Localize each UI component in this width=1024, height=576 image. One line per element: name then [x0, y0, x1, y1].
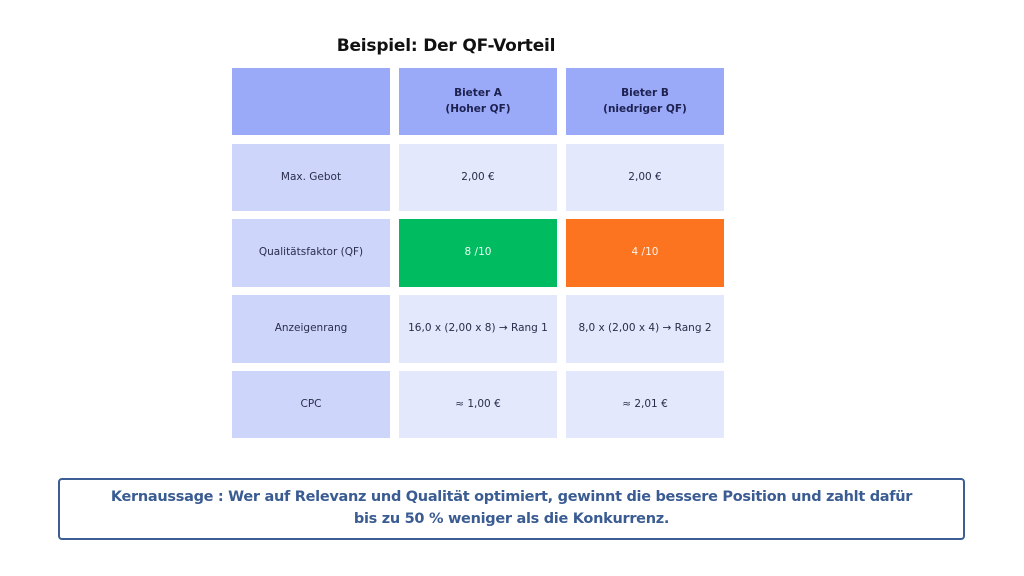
cell-max-bid-b: 2,00 €: [566, 144, 724, 211]
cell-max-bid-a: 2,00 €: [399, 144, 557, 211]
key-takeaway-line-2: bis zu 50 % weniger als die Konkurrenz.: [353, 511, 670, 527]
cell-quality-score-b: 4 /10: [566, 219, 724, 287]
header-bidder-a-sub: (Hoher QF): [445, 102, 511, 115]
cell-quality-score-a: 8 /10: [399, 219, 557, 287]
header-bidder-b-sub: (niedriger QF): [603, 102, 687, 115]
header-empty-cell: [232, 68, 390, 135]
key-takeaway-line-1: Kernaussage : Wer auf Relevanz und Quali…: [110, 489, 913, 506]
header-bidder-a: Bieter A (Hoher QF): [399, 68, 557, 135]
row-label-cpc: CPC: [232, 371, 390, 438]
header-bidder-a-name: Bieter A: [454, 87, 502, 100]
row-label-ad-rank: Anzeigenrang: [232, 295, 390, 363]
header-bidder-b-name: Bieter B: [621, 87, 669, 100]
row-label-max-bid: Max. Gebot: [232, 144, 390, 211]
key-takeaway-text: Kernaussage : Wer auf Relevanz und Quali…: [110, 487, 913, 531]
header-bidder-b: Bieter B (niedriger QF): [566, 68, 724, 135]
cell-cpc-a: ≈ 1,00 €: [399, 371, 557, 438]
cell-ad-rank-b: 8,0 x (2,00 x 4) → Rang 2: [566, 295, 724, 363]
row-label-quality-score: Qualitätsfaktor (QF): [232, 219, 390, 287]
slide-title: Beispiel: Der QF-Vorteil: [336, 36, 556, 56]
cell-ad-rank-a: 16,0 x (2,00 x 8) → Rang 1: [399, 295, 557, 363]
key-takeaway-box: Kernaussage : Wer auf Relevanz und Quali…: [58, 478, 965, 540]
cell-cpc-b: ≈ 2,01 €: [566, 371, 724, 438]
